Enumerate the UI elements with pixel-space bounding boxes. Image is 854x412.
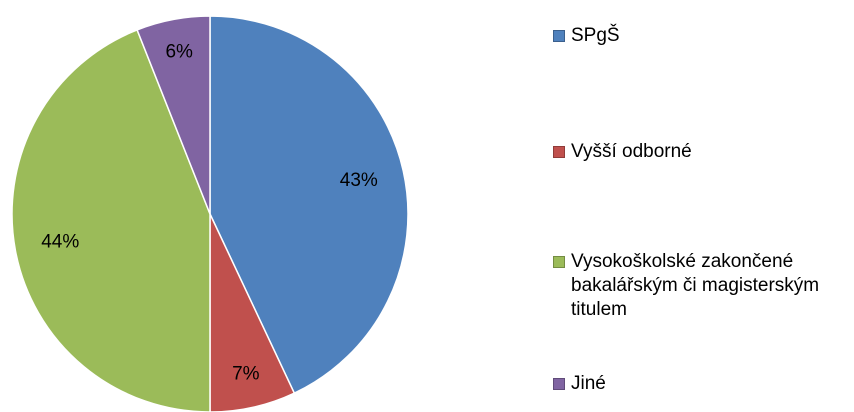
legend-item: Jiné: [553, 372, 848, 396]
data-label: 7%: [232, 363, 260, 384]
legend-swatch: [553, 30, 565, 42]
pie-slice: [209, 15, 409, 395]
pie-slice: [11, 28, 211, 412]
legend-item: Vyšší odborné: [553, 140, 848, 164]
data-label: 43%: [340, 170, 378, 191]
legend-swatch: [553, 256, 565, 268]
legend-label: SPgŠ: [571, 25, 620, 46]
data-label: 44%: [41, 232, 79, 253]
pie-slice: [136, 15, 211, 215]
legend-label: Vysokoškolské zakončené bakalářským či m…: [571, 251, 820, 320]
legend-item: Vysokoškolské zakončené bakalářským či m…: [553, 250, 848, 322]
legend-swatch: [553, 378, 565, 390]
legend-label: Jiné: [571, 373, 606, 394]
legend-swatch: [553, 146, 565, 158]
legend-label: Vyšší odborné: [571, 141, 692, 162]
data-label: 6%: [165, 42, 193, 63]
legend-item: SPgŠ: [553, 24, 848, 48]
